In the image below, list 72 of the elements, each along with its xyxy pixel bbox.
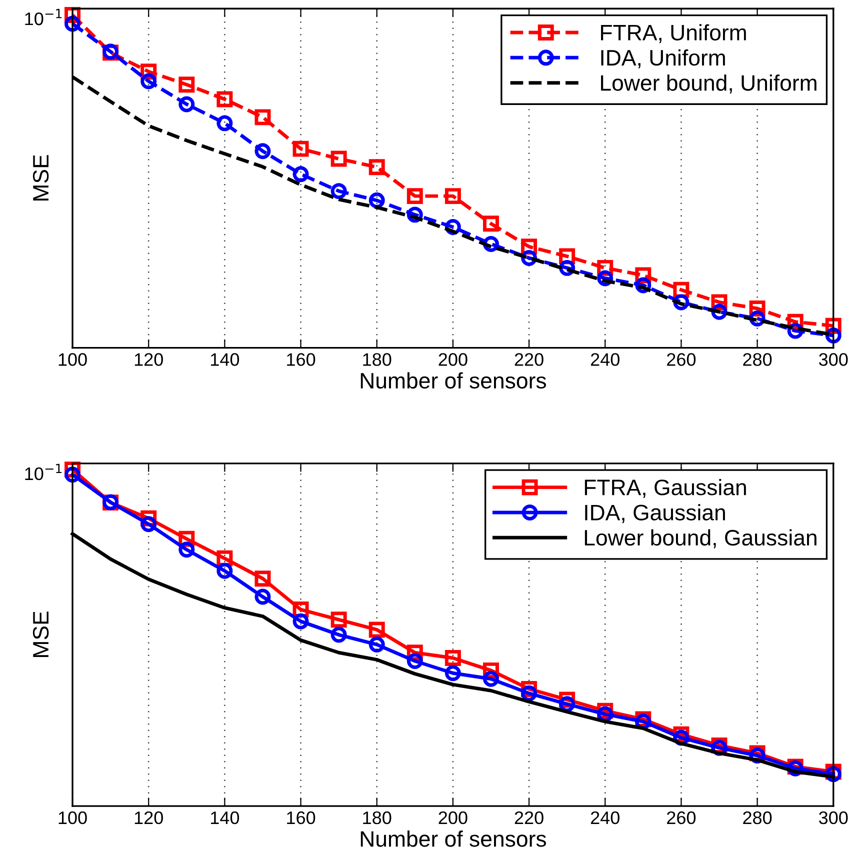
- point: [368, 159, 385, 176]
- legend-label: FTRA, Gaussian: [584, 478, 746, 498]
- point: [368, 622, 385, 638]
- point: [178, 76, 195, 93]
- point: [521, 685, 538, 702]
- point: [254, 588, 271, 605]
- text: 10$^{−1}$: [25, 8, 62, 26]
- point: [330, 150, 347, 167]
- point: [178, 542, 195, 558]
- point: [330, 183, 347, 200]
- point: [406, 206, 423, 223]
- point: [483, 236, 499, 252]
- point: [216, 562, 233, 579]
- x-tick-label: 100: [58, 811, 87, 824]
- x-tick-label: 260: [667, 811, 696, 824]
- x-tick-label: 180: [363, 811, 392, 824]
- point: [825, 327, 842, 344]
- legend-label: IDA, Uniform: [601, 49, 725, 68]
- point: [64, 466, 80, 483]
- point: [635, 277, 652, 294]
- x-tick-label: 200: [438, 811, 468, 824]
- legend-label: Lower bound, Uniform: [601, 74, 816, 94]
- point: [483, 216, 499, 232]
- point: [292, 166, 309, 182]
- point: [140, 516, 157, 532]
- point: [216, 91, 233, 108]
- x-tick-label: 160: [287, 811, 316, 824]
- x-axis-title: Number of sensors: [360, 372, 546, 389]
- x-tick-label: 280: [743, 811, 772, 824]
- point: [140, 73, 157, 90]
- point: [711, 304, 728, 320]
- point: [330, 626, 347, 643]
- x-tick-label: 200: [438, 353, 468, 366]
- x-tick-label: 220: [514, 353, 544, 366]
- x-tick-label: 300: [819, 811, 848, 824]
- x-tick-label: 120: [134, 353, 163, 366]
- point: [216, 115, 233, 132]
- x-tick-label: 300: [819, 353, 848, 366]
- x-axis-title: Number of sensors: [360, 830, 546, 847]
- x-tick-label: 260: [667, 353, 696, 366]
- point: [64, 16, 80, 32]
- point: [330, 612, 347, 628]
- x-tick-label: 100: [58, 353, 87, 366]
- legend-label: IDA, Gaussian: [585, 504, 725, 524]
- x-tick-label: 140: [210, 353, 240, 366]
- y-axis-title: MSE: [32, 155, 49, 200]
- x-tick-label: 220: [514, 811, 544, 824]
- point: [483, 670, 499, 687]
- x-tick-label: 180: [363, 353, 392, 366]
- point: [406, 653, 423, 670]
- point: [254, 143, 271, 160]
- point: [254, 109, 271, 126]
- legend-label: FTRA, Uniform: [601, 24, 746, 44]
- point: [292, 613, 309, 630]
- point: [406, 188, 423, 204]
- legend-label: Lower bound, Gaussian: [584, 529, 816, 548]
- point: [673, 294, 690, 310]
- x-tick-label: 140: [210, 811, 240, 824]
- point: [178, 96, 195, 112]
- point: [444, 188, 461, 204]
- point: [444, 650, 461, 666]
- point: [444, 665, 461, 682]
- y-axis-title: MSE: [32, 612, 49, 657]
- point: [368, 636, 385, 653]
- text: 10$^{−1}$: [25, 464, 62, 480]
- point: [254, 570, 271, 587]
- x-tick-label: 240: [590, 353, 620, 366]
- x-tick-label: 160: [287, 353, 316, 366]
- x-tick-label: 280: [743, 353, 772, 366]
- x-tick-label: 240: [590, 811, 620, 824]
- point: [292, 140, 309, 157]
- x-tick-label: 120: [134, 811, 163, 824]
